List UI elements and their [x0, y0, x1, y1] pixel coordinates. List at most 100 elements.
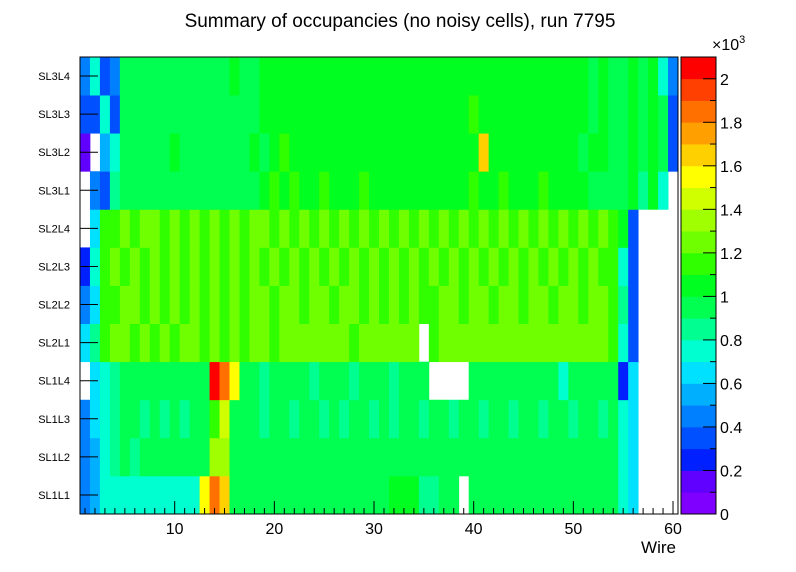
heatmap-cell: [548, 399, 559, 439]
heatmap-cell: [598, 285, 609, 324]
heatmap-cell: [448, 247, 460, 286]
colorbar-band: [681, 122, 716, 145]
heatmap-cell: [339, 95, 350, 134]
plot-frame: [79, 56, 679, 515]
heatmap-cell: [528, 133, 539, 172]
heatmap-cell: [169, 361, 181, 401]
y-tick-label: SL1L2: [38, 452, 70, 464]
heatmap-cell: [209, 323, 220, 363]
heatmap-cell: [498, 171, 509, 210]
heatmap-cell: [548, 95, 559, 134]
heatmap-cell: [369, 437, 380, 477]
heatmap-cell: [139, 323, 151, 363]
heatmap-cell: [468, 133, 480, 172]
heatmap-cell: [239, 285, 250, 324]
heatmap-cell: [299, 399, 310, 439]
heatmap-cell: [498, 57, 509, 96]
heatmap-cell: [538, 247, 549, 286]
heatmap-cell: [608, 171, 619, 210]
heatmap-cell: [628, 323, 639, 363]
heatmap-cell: [488, 399, 499, 439]
heatmap-cell: [508, 57, 519, 96]
heatmap-cell: [528, 323, 539, 363]
heatmap-cell: [219, 361, 230, 401]
heatmap-cell: [488, 285, 499, 324]
heatmap-cell: [608, 247, 619, 286]
heatmap-cell: [528, 399, 539, 439]
heatmap-cell: [229, 247, 240, 286]
heatmap-cell: [478, 399, 490, 439]
heatmap-cell: [398, 437, 410, 477]
heatmap-cell: [299, 323, 310, 363]
heatmap-cell: [458, 209, 470, 248]
colorbar-band: [681, 470, 716, 493]
heatmap-cell: [448, 209, 460, 248]
heatmap-cell: [518, 285, 529, 324]
heatmap-cell: [508, 247, 519, 286]
heatmap-cell: [478, 361, 490, 401]
heatmap-cell: [618, 209, 629, 248]
heatmap-cell: [269, 437, 280, 477]
heatmap-cell: [628, 209, 639, 248]
heatmap-cell: [388, 361, 400, 401]
heatmap-cell: [618, 361, 629, 401]
heatmap-cell: [249, 95, 260, 134]
heatmap-cell: [339, 285, 350, 324]
y-tick-label: SL3L1: [38, 185, 70, 197]
heatmap-cell: [618, 57, 629, 96]
heatmap-cell: [199, 171, 210, 210]
heatmap-cell: [588, 361, 599, 401]
heatmap-cell: [159, 399, 171, 439]
heatmap-cell: [359, 247, 370, 286]
heatmap-cell: [398, 285, 410, 324]
colorbar-frame: [680, 56, 717, 515]
heatmap-cell: [379, 475, 390, 515]
heatmap-cell: [468, 247, 480, 286]
heatmap-cell: [249, 285, 260, 324]
heatmap-cell: [588, 171, 599, 210]
heatmap-cell: [598, 171, 609, 210]
heatmap-cell: [618, 323, 629, 363]
heatmap-cell: [189, 133, 200, 172]
heatmap-cell: [219, 209, 230, 248]
colorbar-exponent-power: 3: [739, 34, 745, 46]
heatmap-cell: [428, 437, 440, 477]
heatmap-cell: [349, 209, 360, 248]
heatmap-cell: [408, 95, 420, 134]
heatmap-cell: [209, 399, 220, 439]
heatmap-cell: [388, 57, 400, 96]
heatmap-cell: [109, 247, 121, 286]
heatmap-cell: [518, 437, 529, 477]
heatmap-cell: [528, 209, 539, 248]
heatmap-cell: [129, 209, 141, 248]
heatmap-cell: [388, 209, 400, 248]
colorbar-band: [681, 426, 716, 450]
heatmap-cell: [159, 209, 171, 248]
heatmap-cell: [109, 475, 121, 515]
heatmap-cell: [149, 95, 161, 134]
heatmap-cell: [398, 475, 410, 515]
y-tick-label: SL3L4: [38, 71, 70, 83]
heatmap-cell: [418, 247, 430, 286]
heatmap-cell: [598, 133, 609, 172]
heatmap-cell: [249, 323, 260, 363]
heatmap-cell: [109, 209, 121, 248]
heatmap-cell: [209, 247, 220, 286]
heatmap-cell: [179, 171, 191, 210]
heatmap-cell: [179, 247, 191, 286]
heatmap-cell: [428, 171, 440, 210]
y-tick-label: SL3L3: [38, 109, 70, 121]
heatmap-cell: [408, 209, 420, 248]
heatmap-cell: [129, 133, 141, 172]
heatmap-cell: [109, 95, 121, 134]
heatmap-cell: [608, 399, 619, 439]
heatmap-cell: [379, 171, 390, 210]
heatmap-cell: [468, 171, 480, 210]
heatmap-cell: [249, 57, 260, 96]
heatmap-cell: [109, 437, 121, 477]
heatmap-cell: [478, 209, 490, 248]
heatmap-cell: [558, 399, 569, 439]
heatmap-cell: [319, 475, 330, 515]
heatmap-cell: [648, 171, 659, 210]
heatmap-cell: [259, 399, 270, 439]
